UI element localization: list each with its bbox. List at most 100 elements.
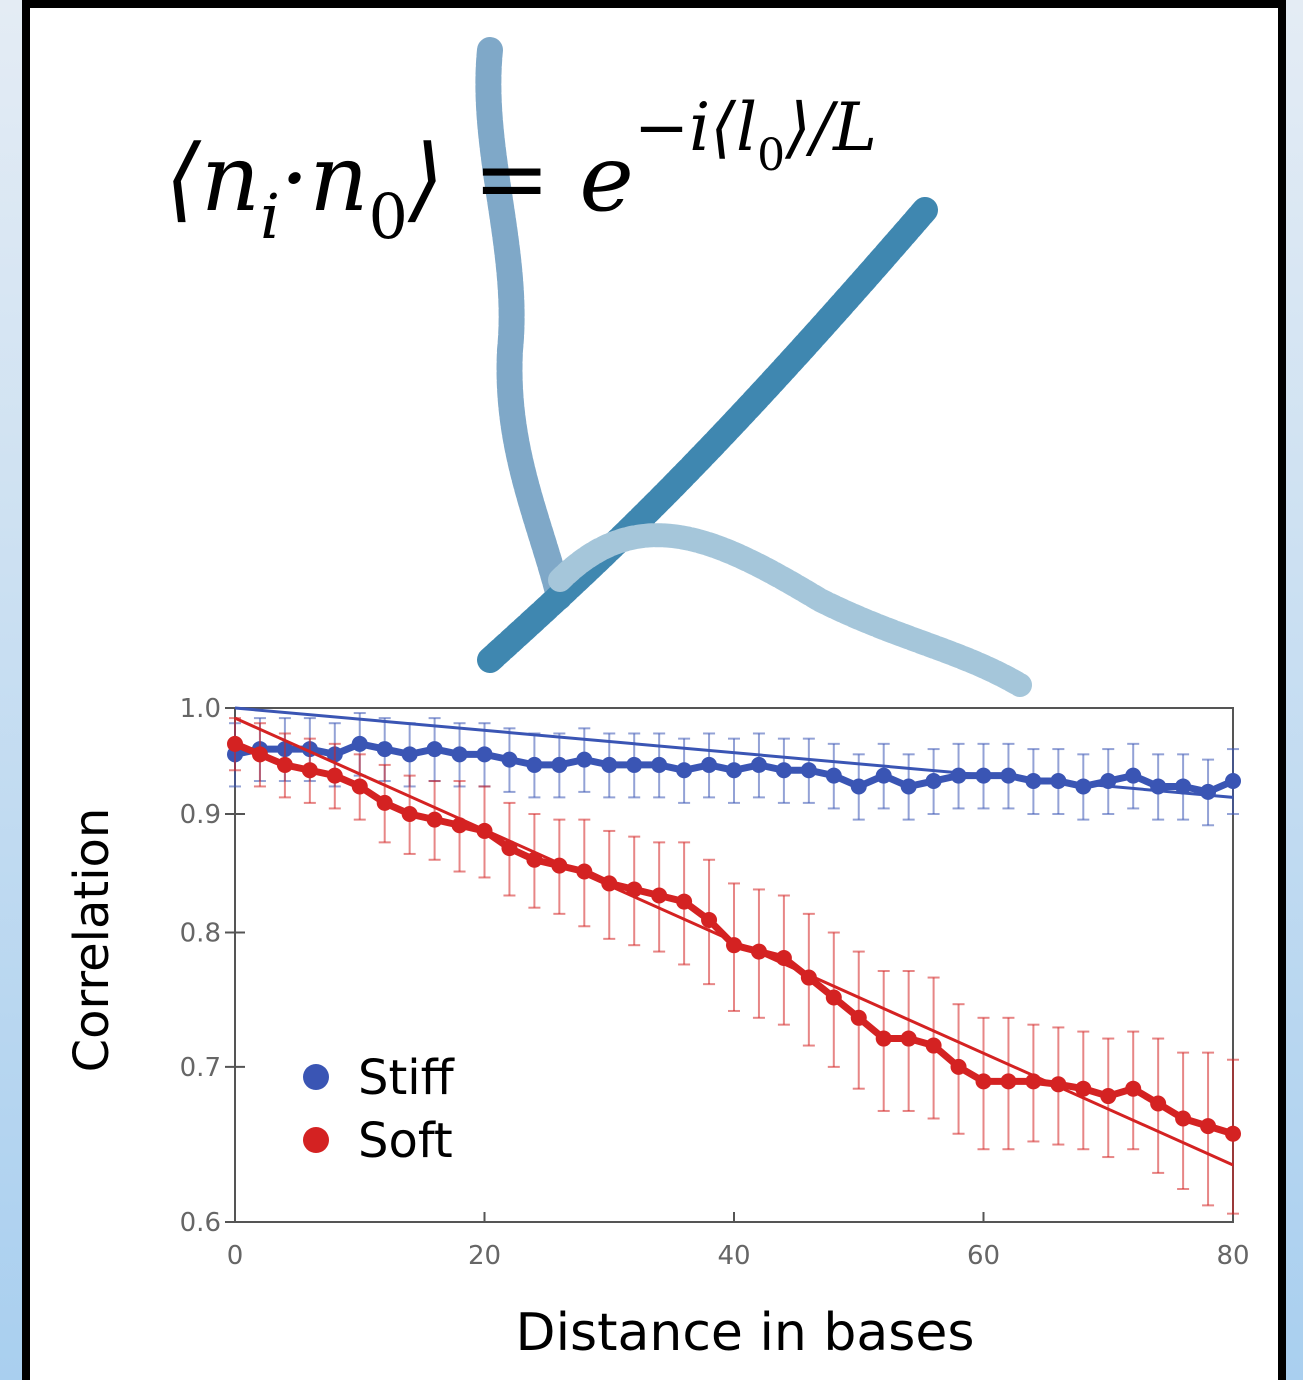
formula: ⟨ni·n0⟩ = e−i⟨l0⟩/L (165, 89, 877, 253)
marker (900, 1030, 917, 1047)
x-tick-label: 20 (468, 1241, 501, 1271)
marker (476, 746, 493, 763)
x-tick-label: 0 (227, 1241, 244, 1271)
formula-part: 0 (369, 180, 408, 253)
formula-part: ·n (280, 125, 369, 232)
marker (875, 767, 892, 784)
marker (726, 937, 742, 954)
marker (800, 969, 817, 986)
marker (1050, 1076, 1067, 1093)
marker (451, 746, 468, 763)
marker (651, 887, 668, 904)
series (227, 706, 1241, 827)
y-tick-label: 0.9 (180, 800, 221, 830)
marker (1125, 767, 1142, 784)
y-tick-label: 0.8 (180, 919, 221, 949)
marker (351, 778, 368, 795)
marker (1175, 778, 1192, 795)
formula-part: ⟩/L (784, 89, 877, 166)
marker (426, 741, 443, 758)
marker (601, 756, 618, 773)
marker (501, 840, 518, 857)
marker (401, 806, 418, 823)
marker (1000, 767, 1017, 784)
marker (775, 762, 792, 779)
marker (276, 756, 293, 773)
marker (825, 767, 842, 784)
marker (601, 875, 618, 892)
y-axis-label: Correlation (64, 808, 120, 1073)
y-tick-label: 0.7 (180, 1053, 221, 1083)
dna-illustration (475, 37, 1032, 697)
marker (1000, 1073, 1017, 1090)
y-tick-label: 1.0 (180, 694, 221, 724)
marker (1200, 783, 1217, 800)
marker (775, 950, 792, 967)
marker (676, 893, 693, 910)
marker (651, 756, 668, 773)
marker (301, 762, 318, 779)
formula-part: i (260, 180, 280, 253)
marker (800, 762, 817, 779)
marker (576, 751, 593, 768)
legend-label: Soft (358, 1113, 453, 1169)
marker (451, 817, 468, 834)
marker (925, 1037, 942, 1054)
y-tick-label: 0.6 (180, 1208, 221, 1238)
marker (850, 778, 867, 795)
marker (251, 746, 268, 763)
marker (526, 851, 543, 868)
marker (1225, 1125, 1241, 1142)
marker (900, 778, 917, 795)
marker (1100, 1088, 1117, 1105)
marker (1125, 1080, 1142, 1097)
marker (1200, 1118, 1217, 1135)
legend-label: Stiff (358, 1050, 455, 1106)
marker (950, 767, 967, 784)
marker (825, 989, 842, 1006)
marker (726, 762, 742, 779)
marker (351, 735, 368, 752)
formula-part: 0 (757, 130, 785, 181)
marker (750, 756, 767, 773)
marker (401, 746, 418, 763)
marker (975, 767, 992, 784)
marker (1025, 773, 1042, 790)
marker (326, 767, 343, 784)
formula-part: −i⟨l (634, 89, 757, 166)
x-tick-label: 60 (967, 1241, 1000, 1271)
marker (975, 1073, 992, 1090)
marker (1075, 778, 1092, 795)
marker (551, 756, 568, 773)
marker (227, 735, 243, 752)
marker (1150, 1095, 1167, 1112)
formula-part: ⟩ = e (407, 125, 634, 232)
marker (1225, 773, 1241, 790)
legend-marker (303, 1127, 329, 1153)
legend-marker (303, 1064, 329, 1090)
series (227, 716, 1241, 1215)
marker (1075, 1080, 1092, 1097)
x-tick-label: 40 (717, 1241, 750, 1271)
marker (676, 762, 693, 779)
marker (1100, 773, 1117, 790)
marker (526, 756, 543, 773)
marker (476, 822, 493, 839)
marker (376, 741, 393, 758)
marker (850, 1009, 867, 1026)
x-tick-label: 80 (1216, 1241, 1249, 1271)
marker (1175, 1110, 1192, 1127)
marker (701, 756, 718, 773)
marker (1050, 773, 1067, 790)
marker (576, 863, 593, 880)
marker (626, 756, 643, 773)
marker (501, 751, 518, 768)
marker (925, 773, 942, 790)
x-axis-label: Distance in bases (516, 1303, 975, 1363)
marker (376, 794, 393, 811)
marker (1025, 1073, 1042, 1090)
marker (551, 857, 568, 874)
marker (426, 811, 443, 828)
marker (950, 1058, 967, 1075)
